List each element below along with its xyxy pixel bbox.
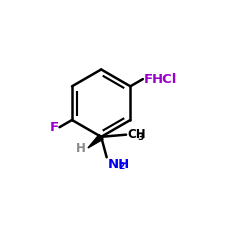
Text: HCl: HCl [152,72,177,86]
Text: H: H [76,142,86,156]
Text: 3: 3 [137,133,143,142]
Text: F: F [144,72,153,86]
Text: F: F [50,121,58,134]
Text: 2: 2 [118,162,124,170]
Text: NH: NH [108,158,130,171]
Text: CH: CH [127,128,146,141]
Polygon shape [88,134,103,148]
